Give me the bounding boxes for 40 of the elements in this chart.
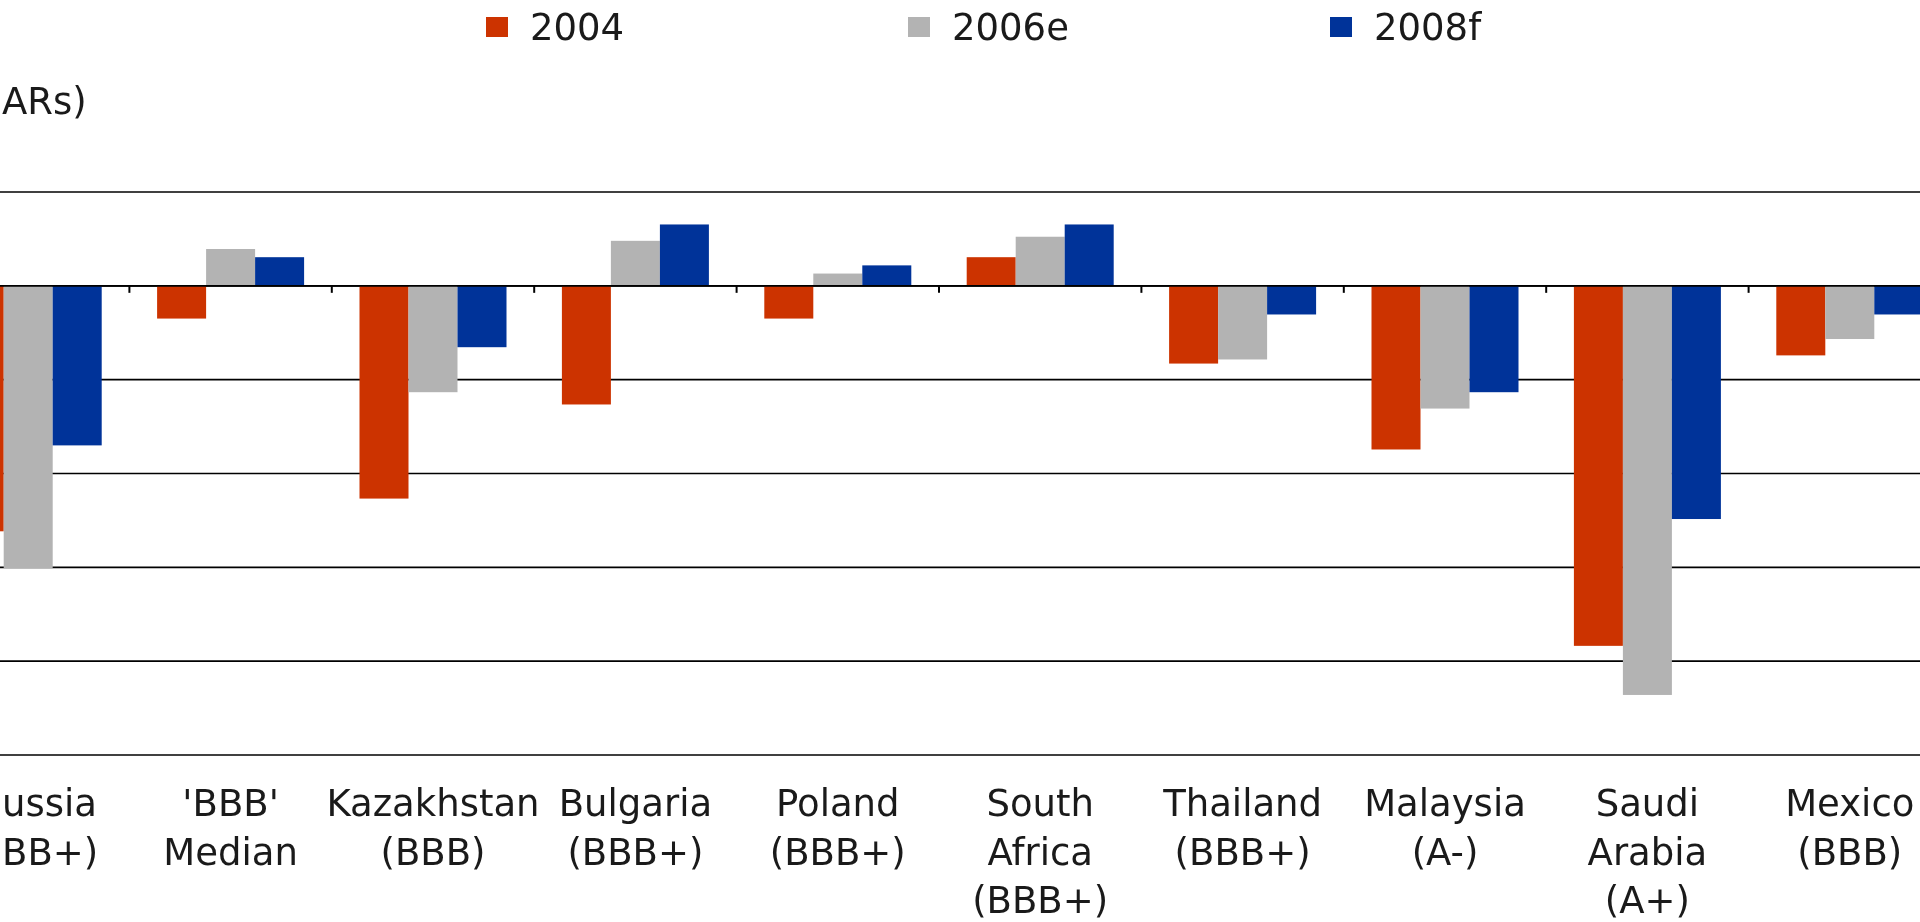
x-tick-label: 'BBB' Median [163, 782, 298, 874]
bar [52, 285, 102, 446]
bar [1776, 285, 1826, 356]
bar [1169, 285, 1219, 364]
legend-label: 2008f [1374, 6, 1483, 49]
x-tick-label: Saudi Arabia (A+) [1587, 782, 1708, 922]
bar [610, 240, 660, 286]
bar [1469, 285, 1519, 393]
bar [1671, 285, 1721, 520]
bar [1371, 285, 1421, 450]
bar [764, 285, 814, 319]
legend-label: 2004 [530, 6, 625, 49]
legend-label: 2006e [952, 6, 1069, 49]
x-tick-label: Poland (BBB+) [769, 782, 906, 874]
bar [359, 285, 409, 499]
bar [255, 257, 305, 286]
x-tick-label: South Africa (BBB+) [972, 782, 1109, 922]
bar [862, 265, 912, 286]
bar [1573, 285, 1623, 646]
x-tick-label: Mexico (BBB) [1785, 782, 1915, 874]
x-tick-label: Malaysia (A-) [1364, 782, 1526, 874]
bar [561, 285, 611, 405]
bar [457, 285, 507, 348]
bar [659, 224, 709, 286]
bar [1622, 285, 1672, 695]
bar [1064, 224, 1114, 286]
x-tick-label: ussia BB+) [2, 782, 99, 874]
bar [1015, 236, 1065, 286]
y-axis-title: ARs) [2, 80, 87, 123]
x-tick-label: Thailand (BBB+) [1162, 782, 1323, 874]
bar [1267, 285, 1317, 315]
bar [813, 273, 863, 286]
bar [157, 285, 207, 319]
bar [1420, 285, 1470, 409]
x-tick-label: Bulgaria (BBB+) [558, 782, 713, 874]
bar [966, 257, 1016, 286]
bar [206, 249, 256, 286]
bar [1218, 285, 1268, 360]
bar [408, 285, 458, 393]
x-tick-label: Kazakhstan (BBB) [326, 782, 540, 874]
